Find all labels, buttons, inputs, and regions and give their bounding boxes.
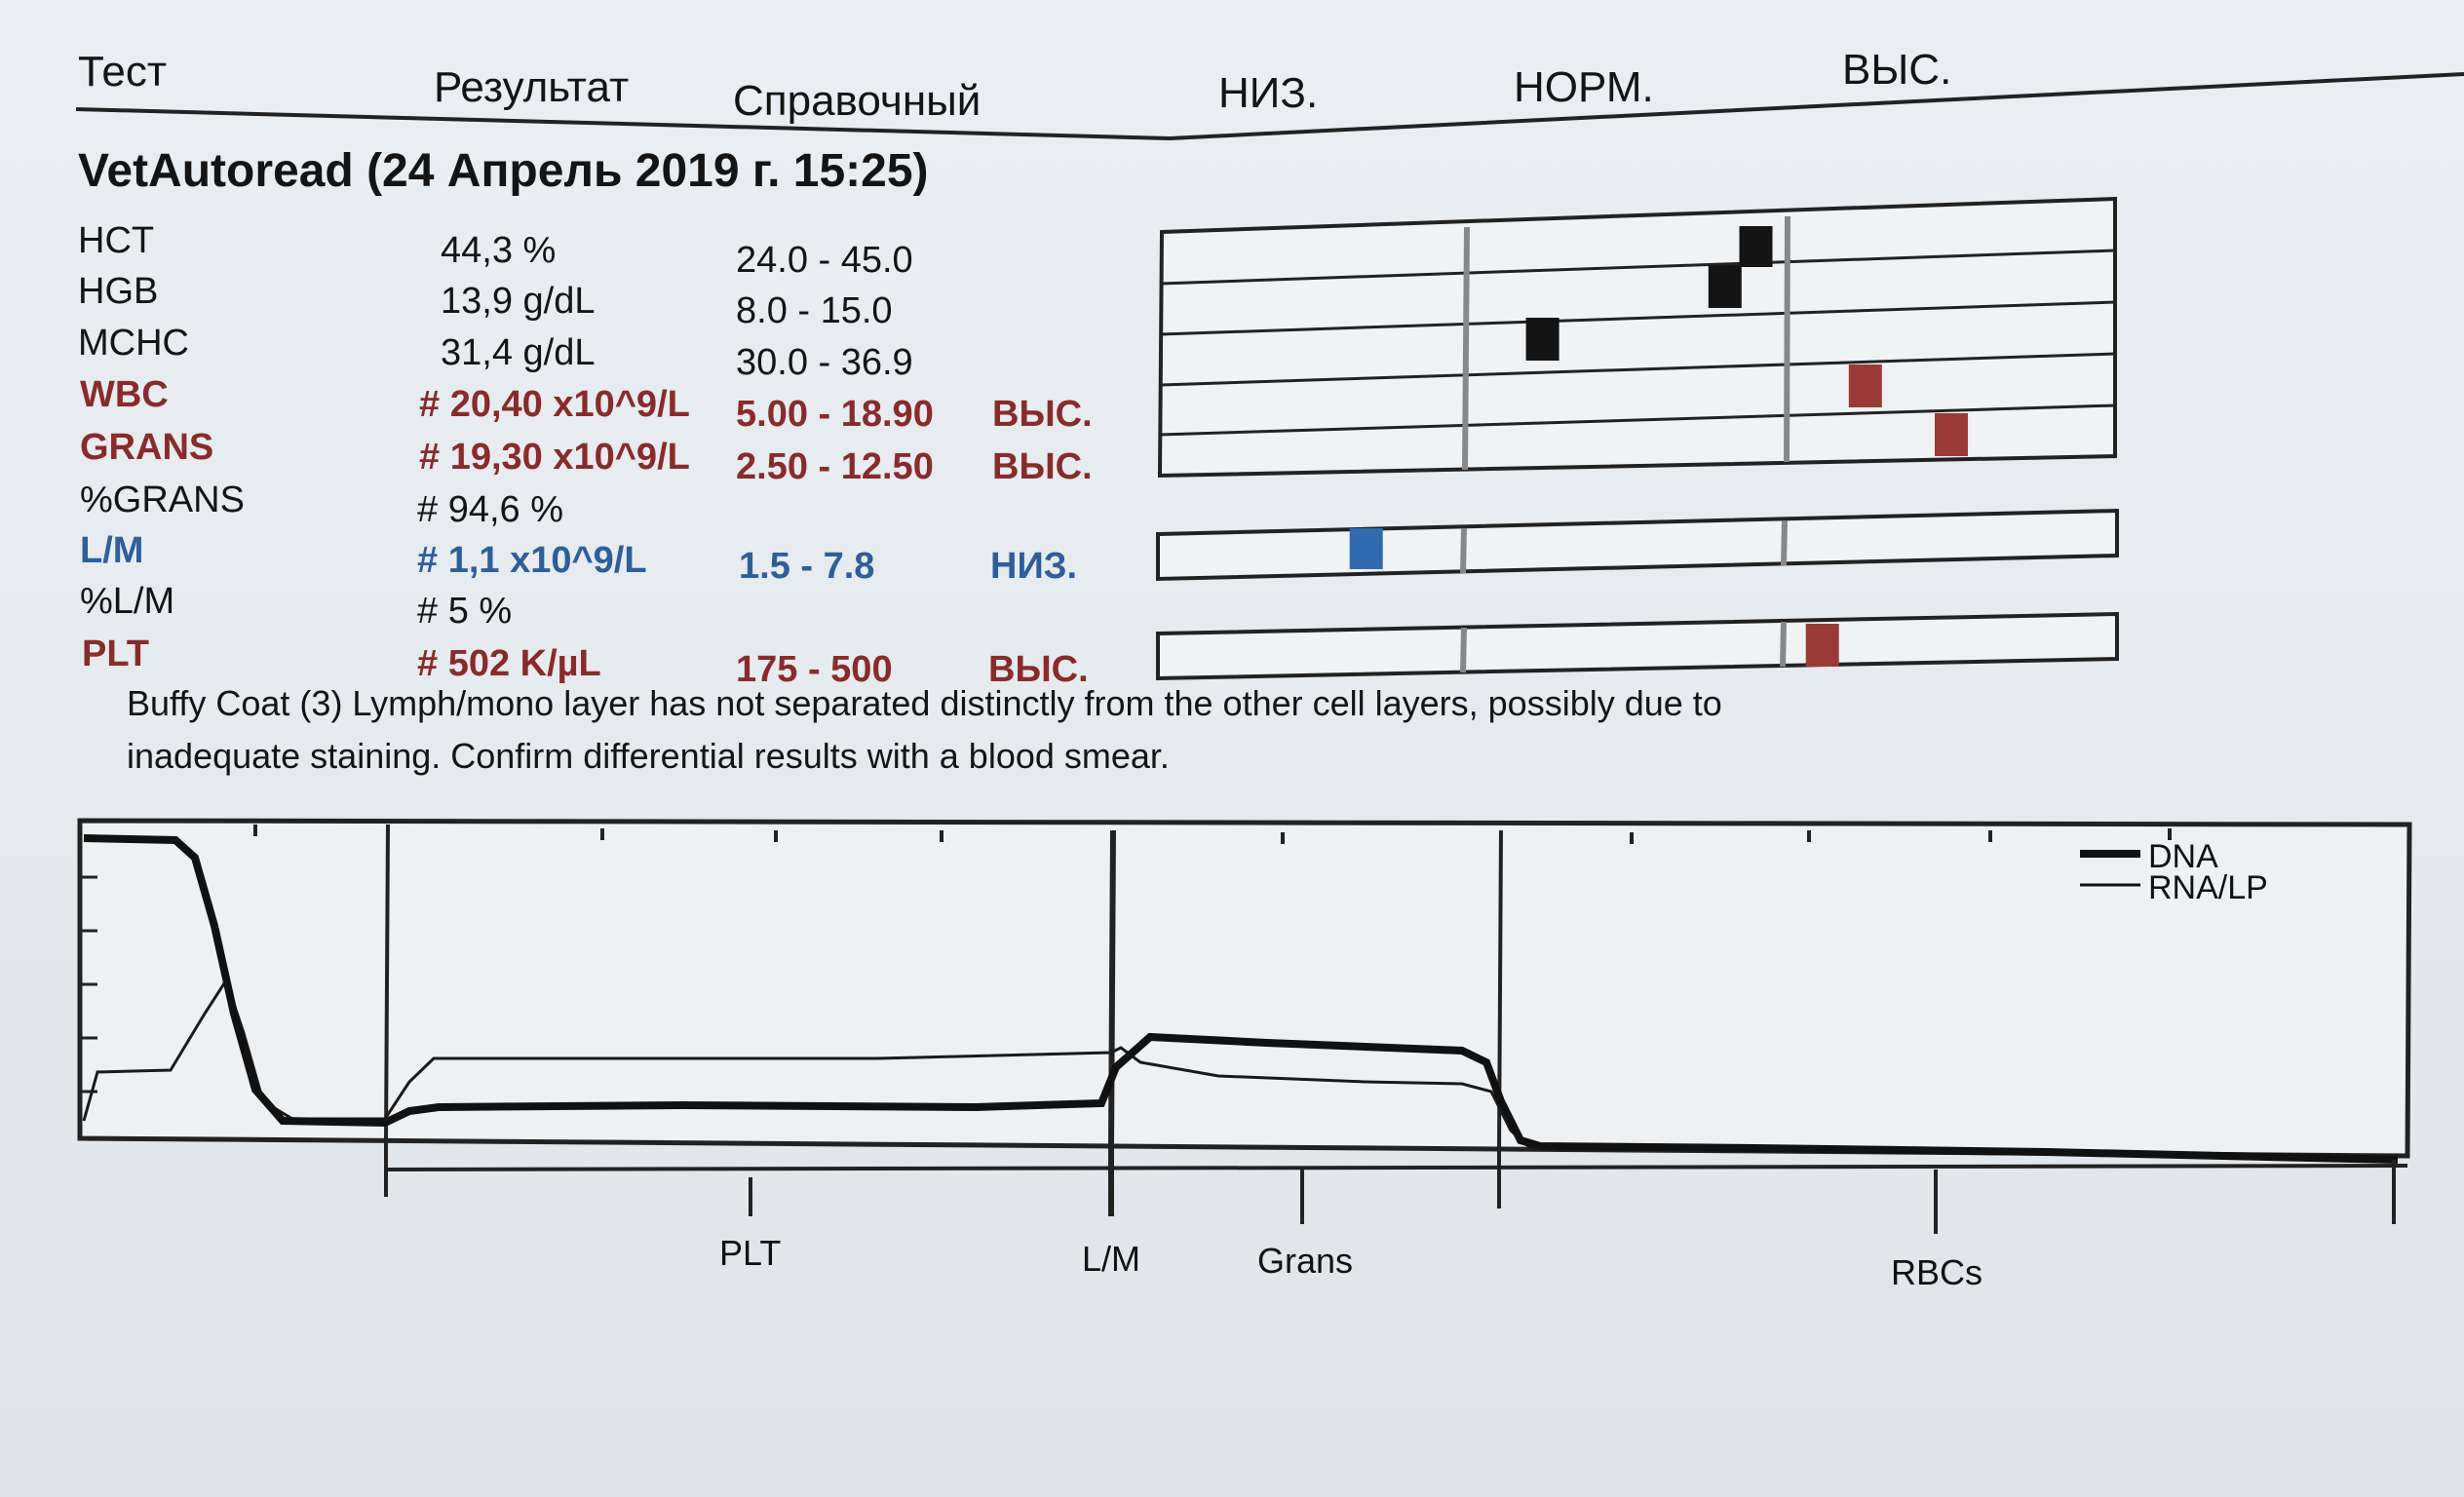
row-result-pct-grans: # 94,6 % (417, 489, 563, 530)
range-box-plt (1156, 611, 2119, 681)
header-result: Результат (434, 63, 630, 111)
report-title: VetAutoread (24 Апрель 2019 г. 15:25) (78, 145, 929, 197)
row-range-mchc: 30.0 - 36.9 (736, 342, 913, 383)
range-markers (1349, 226, 1968, 667)
region-label-rbcs: RBCs (1891, 1252, 1983, 1292)
top-axis-ticks (253, 825, 2172, 844)
header-high: ВЫС. (1842, 46, 1952, 94)
row-result-wbc: # 20,40 x10^9/L (419, 384, 690, 425)
row-name-hct: HCT (78, 220, 155, 261)
row-result-hct: 44,3 % (441, 230, 557, 271)
range-box-lm (1156, 508, 2119, 582)
range-row-divider (1160, 300, 2116, 336)
series-dna (83, 834, 2399, 1164)
range-low-boundary (1460, 627, 1467, 673)
row-name-lm: L/M (80, 530, 144, 571)
row-name-pct-grans: %GRANS (80, 480, 245, 520)
row-range-grans: 2.50 - 12.50 (736, 446, 934, 487)
row-name-mchc: MCHC (78, 323, 189, 364)
legend-label-rna-lp: RNA/LP (2148, 869, 2268, 906)
range-marker-hct (1739, 226, 1773, 267)
row-result-lm: # 1,1 x10^9/L (417, 540, 647, 581)
row-flag-lm: НИЗ. (990, 546, 1078, 587)
left-axis-ticks (82, 875, 97, 1094)
histogram-frame (77, 818, 2412, 1159)
range-high-boundary (1780, 621, 1787, 668)
row-range-lm: 1.5 - 7.8 (739, 546, 875, 587)
region-divider-lm (1108, 829, 1116, 1147)
range-box-main (1157, 196, 2117, 479)
range-row-divider (1159, 403, 2116, 437)
range-row-divider (1160, 352, 2116, 387)
row-flag-grans: ВЫС. (992, 446, 1093, 487)
header-test: Тест (78, 48, 168, 96)
region-divider-plt (384, 824, 390, 1141)
x-axis-line (385, 1164, 2408, 1171)
row-name-wbc: WBC (80, 374, 169, 415)
range-marker-mchc (1525, 318, 1559, 361)
row-result-grans: # 19,30 x10^9/L (419, 437, 690, 478)
region-label-plt: PLT (719, 1233, 781, 1273)
histogram-chart: DNA RNA/LP PLT L/M Grans RBCs (77, 818, 2412, 1292)
range-low-boundary (1462, 226, 1470, 471)
range-row-divider (1160, 249, 2116, 286)
row-result-hgb: 13,9 g/dL (441, 281, 596, 322)
row-result-plt: # 502 K/µL (417, 643, 601, 684)
header-normal: НОРМ. (1514, 63, 1654, 111)
header-reference: Справочный (733, 77, 982, 125)
legend-label-dna: DNA (2148, 838, 2218, 875)
row-flag-wbc: ВЫС. (992, 394, 1093, 435)
range-high-boundary (1781, 519, 1788, 566)
row-flag-plt: ВЫС. (988, 649, 1089, 690)
row-result-mchc: 31,4 g/dL (441, 332, 596, 373)
row-range-plt: 175 - 500 (736, 649, 893, 690)
row-name-grans: GRANS (80, 427, 214, 468)
note-line-1: Buffy Coat (3) Lymph/mono layer has not … (127, 683, 1722, 723)
range-high-boundary (1784, 215, 1790, 463)
region-label-lm: L/M (1082, 1239, 1140, 1279)
range-marker-plt (1805, 624, 1839, 667)
region-label-grans: Grans (1257, 1241, 1353, 1281)
range-bars-group-main (1157, 196, 2117, 479)
note-line-2: inadequate staining. Confirm differentia… (127, 736, 1170, 776)
range-marker-grans (1935, 413, 1968, 456)
row-range-wbc: 5.00 - 18.90 (736, 394, 934, 435)
range-low-boundary (1460, 527, 1467, 574)
header-low: НИЗ. (1218, 69, 1319, 117)
row-range-hgb: 8.0 - 15.0 (736, 290, 893, 331)
row-name-pct-lm: %L/M (80, 581, 175, 622)
row-range-hct: 24.0 - 45.0 (736, 240, 913, 281)
row-name-hgb: HGB (78, 271, 159, 312)
range-bar-lm (1156, 508, 2119, 582)
row-name-plt: PLT (82, 633, 149, 674)
header-underline (75, 72, 2464, 141)
row-result-pct-lm: # 5 % (417, 591, 513, 632)
range-bar-plt (1156, 611, 2119, 681)
range-marker-lm (1349, 528, 1383, 569)
range-marker-wbc (1848, 365, 1882, 407)
range-marker-hgb (1708, 265, 1742, 308)
